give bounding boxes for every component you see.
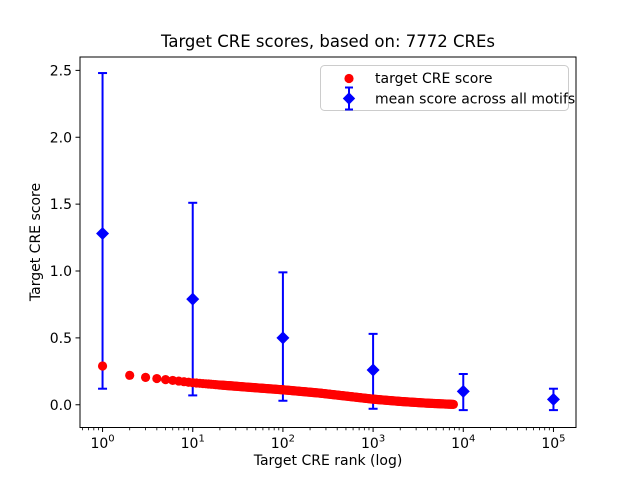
y-tick-label: 2.5: [50, 63, 72, 79]
y-axis-label: Target CRE score: [28, 183, 44, 302]
mean-diamond-marker: [366, 363, 380, 377]
mean-diamond-marker: [276, 331, 290, 345]
plot-frame: [79, 56, 577, 428]
x-tick-label: 104: [451, 434, 475, 453]
target-score-dot: [125, 370, 135, 380]
mean-diamond-marker: [456, 384, 470, 398]
mean-diamond-marker: [96, 227, 110, 241]
legend: target CRE score mean score across all m…: [320, 65, 575, 111]
x-axis-ticks: 100 101 102 103 104 105: [82, 427, 566, 453]
x-tick-label: 101: [181, 434, 205, 453]
legend-diamond-errorbar-icon: [342, 86, 356, 111]
legend-circle-marker-icon: [344, 73, 354, 84]
mean-diamond-marker: [186, 292, 200, 306]
y-tick-label: 2.0: [50, 130, 72, 146]
x-tick-label: 102: [271, 434, 295, 453]
target-score-dot: [160, 375, 171, 385]
y-tick-label: 1.0: [50, 264, 72, 280]
y-tick-label: 1.5: [50, 197, 72, 213]
chart-title: Target CRE scores, based on: 7772 CREs: [160, 32, 495, 51]
target-score-dot: [140, 372, 151, 382]
target-score-series: [97, 361, 459, 409]
mean-score-series: [96, 72, 560, 412]
mean-diamond-marker: [546, 392, 560, 406]
axes-spines: [79, 56, 577, 428]
x-tick-label: 100: [90, 434, 114, 453]
target-score-dot: [448, 399, 459, 409]
legend-label-mean-score: mean score across all motifs: [375, 92, 575, 108]
y-tick-label: 0.5: [50, 331, 72, 347]
legend-frame: [320, 65, 569, 111]
x-tick-label: 105: [541, 434, 565, 453]
legend-label-target-score: target CRE score: [375, 71, 492, 87]
y-axis-ticks: 0.0 0.5 1.0 1.5 2.0 2.5: [50, 63, 80, 414]
y-tick-label: 0.0: [50, 398, 72, 414]
target-score-dot: [152, 373, 162, 384]
x-tick-label: 103: [361, 434, 385, 453]
target-score-dot: [97, 361, 108, 371]
x-axis-label: Target CRE rank (log): [253, 453, 403, 469]
